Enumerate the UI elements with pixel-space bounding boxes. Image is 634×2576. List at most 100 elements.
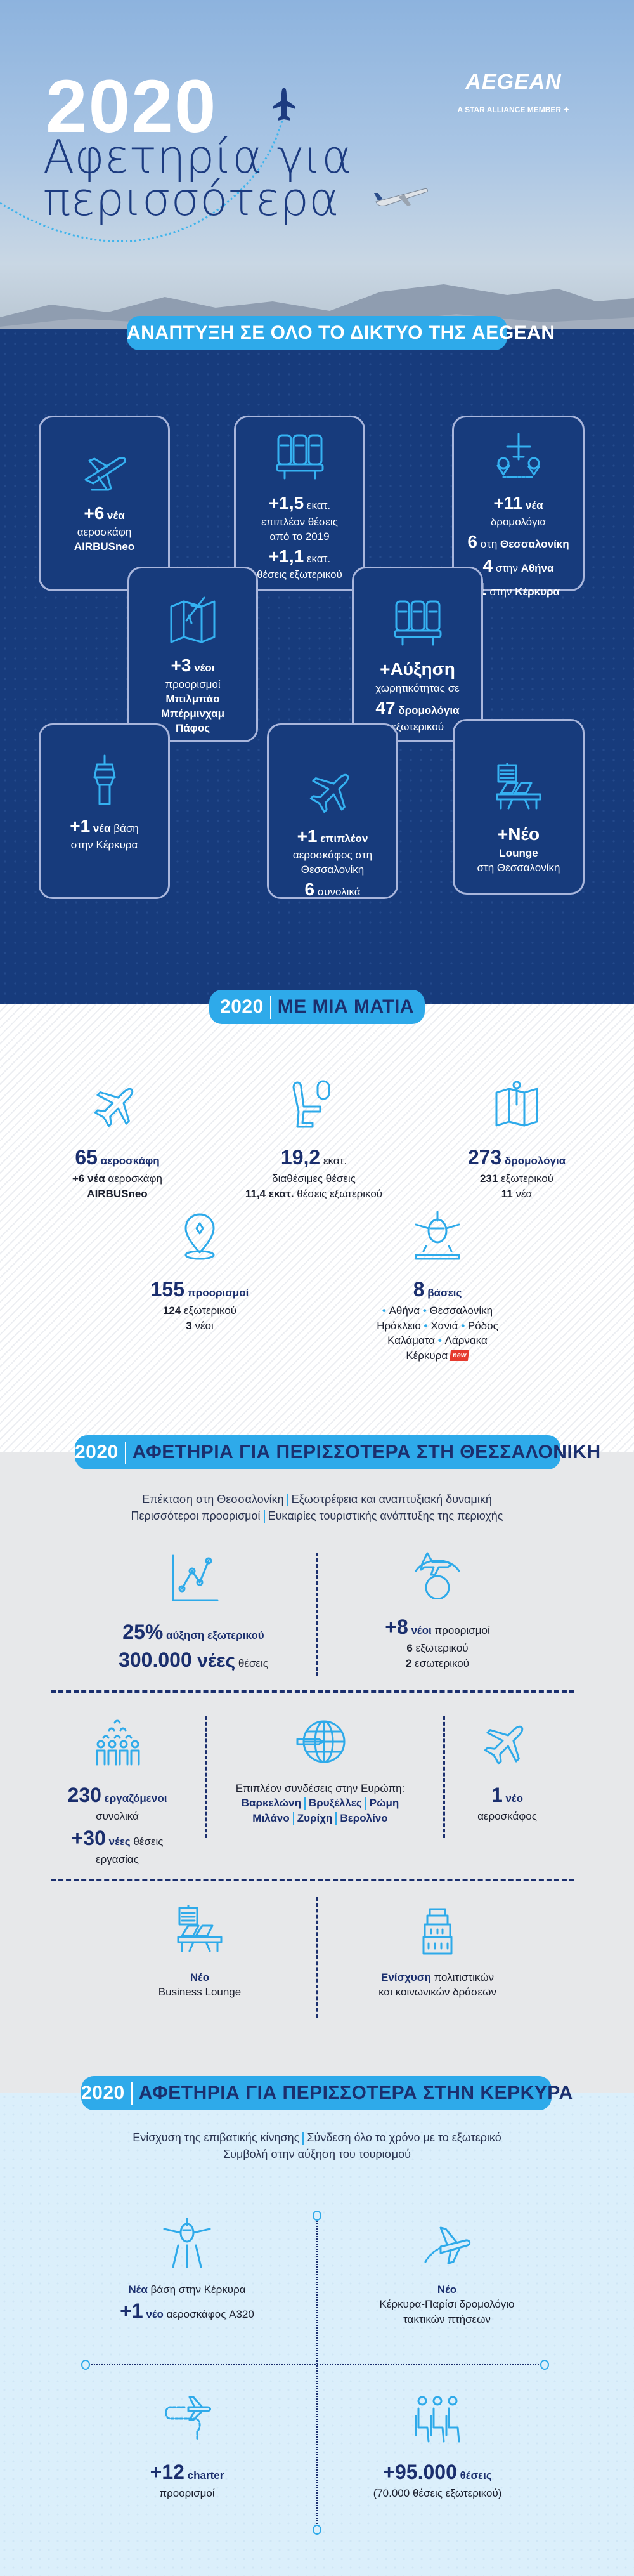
text-line: εργασίας <box>16 1852 219 1867</box>
text-segment: νέα <box>522 499 543 511</box>
text-segment: Πάφος <box>175 721 210 734</box>
text-line: 8 βάσεις <box>336 1275 539 1303</box>
dotted-flight-path <box>0 121 283 242</box>
text-segment: και κοινωνικών δράσεων <box>378 1986 496 1999</box>
seats-row-icon <box>276 434 323 480</box>
text-line: Business Lounge <box>98 1985 301 1999</box>
seats-row-icon <box>394 600 441 646</box>
text-segment: • <box>424 1319 431 1332</box>
text-line: Μπιλμπάο <box>129 692 256 707</box>
text-line: +12 charter <box>86 2458 288 2486</box>
text-line: Κέρκυρα new <box>336 1348 539 1363</box>
text-line: διαθέσιμες θέσεις <box>212 1171 415 1186</box>
text-segment: +11 <box>493 493 523 513</box>
text-segment: Χανιά <box>430 1319 462 1332</box>
text-line: AIRBUSneo <box>41 540 168 555</box>
stat-item: 19,2 εκατ. διαθέσιμες θέσεις 11,4 εκατ. θέ… <box>212 1079 415 1201</box>
text-line: Θεσσαλονίκη <box>269 863 396 877</box>
text-segment: εργασίας <box>96 1853 139 1865</box>
text-segment: 124 <box>162 1304 181 1317</box>
text-segment: Ρώμη <box>369 1797 399 1810</box>
text-line: 6 στη Θεσσαλονίκη <box>454 530 583 554</box>
divider-horizontal <box>89 2364 544 2365</box>
text-line: 3 νέοι <box>98 1318 301 1333</box>
text-segment: 25% <box>122 1620 164 1643</box>
text-line: +30 νέες θέσεις <box>16 1824 219 1852</box>
text-segment: Κέρκυρα <box>515 586 560 598</box>
network-stat-card: +3 νέοι προορισμοί Μπιλμπάο Μπέρμινχαμ Πάφος <box>127 567 258 742</box>
text-segment: 65 <box>75 1146 98 1169</box>
subtitle-line: Επέκταση στη Θεσσαλονίκη Εξωστρέφεια και … <box>0 1491 634 1508</box>
text-segment: στην <box>486 586 515 598</box>
text-segment: στη Θεσσαλονίκη <box>477 861 560 874</box>
separator <box>335 1812 337 1825</box>
text-line: 1 νέο <box>406 1781 609 1809</box>
text-segment: Αθήνα <box>521 562 554 574</box>
text-line: 2 εσωτερικού <box>336 1656 539 1671</box>
text-segment: Ρόδος <box>467 1319 498 1332</box>
text-line: 19,2 εκατ. <box>212 1143 415 1171</box>
text-line: θέσεις εξωτερικού <box>236 568 363 582</box>
text-segment: +95.000 <box>383 2461 457 2483</box>
text-line: +6 νέα <box>41 501 168 525</box>
text-segment: θέσεις <box>456 2469 492 2481</box>
text-line: Lounge <box>455 846 583 861</box>
text-segment: 6 <box>304 879 315 899</box>
employees-icon <box>96 1719 140 1766</box>
stat-item: 8 βάσεις • Αθήνα • Θεσσαλονίκη Ηράκλειο • … <box>336 1211 539 1363</box>
text-line: Μπέρμινχαμ <box>129 707 256 721</box>
text-segment: εξωτερικού <box>498 1173 554 1185</box>
text-line: Μιλάνο Ζυρίχη Βερολίνο <box>219 1811 422 1825</box>
divider-vertical <box>316 1553 318 1676</box>
subtitle-phrase: Εξωστρέφεια και αναπτυξιακή δυναμική <box>291 1493 492 1506</box>
text-segment: Θεσσαλονίκη <box>429 1304 493 1317</box>
text-segment: Βαρκελώνη <box>241 1797 301 1810</box>
text-segment: εκατ. <box>320 1155 347 1167</box>
text-segment: Επιπλέον συνδέσεις στην Ευρώπη: <box>235 1782 405 1794</box>
text-segment: • <box>422 1304 430 1317</box>
divider-vertical <box>443 1716 445 1838</box>
text-line: 47 δρομολόγια <box>354 696 481 720</box>
text-segment: συνολικά <box>96 1810 139 1823</box>
growth-chart-icon <box>172 1554 219 1601</box>
white-tower-icon <box>422 1908 453 1955</box>
network-stat-card: +Αύξηση χωρητικότητας σε 47 δρομολόγια εξωτ… <box>352 567 483 742</box>
separator <box>302 2132 304 2145</box>
text-segment: στην <box>493 562 521 574</box>
subtitle-phrase: Ευκαιρίες τουριστικής ανάπτυξης της περι… <box>268 1509 503 1523</box>
text-line: 231 εξωτερικού <box>415 1171 618 1186</box>
text-segment: νέες <box>191 1650 236 1672</box>
stat-item: +12 charter προορισμοί <box>86 2393 288 2501</box>
text-segment: Λάρνακα <box>444 1334 488 1347</box>
text-line: +1 νέα βάση <box>41 814 168 838</box>
network-stat-card: +Νέο Lounge στη Θεσσαλονίκη <box>453 719 585 895</box>
text-segment: Ηράκλειο <box>377 1319 424 1332</box>
text-segment: αεροσκάφος στη <box>292 848 373 861</box>
thessaloniki-subtitle: Επέκταση στη Θεσσαλονίκη Εξωστρέφεια και … <box>0 1491 634 1524</box>
text-line: Ενίσχυση πολιτιστικών <box>336 1970 539 1985</box>
text-segment: +8 <box>385 1615 408 1638</box>
text-segment: • <box>382 1304 389 1317</box>
divider-vertical <box>316 1897 318 2018</box>
map-pin-icon <box>495 1081 538 1127</box>
text-segment: 4 <box>482 555 493 575</box>
text-segment: Κέρκυρα-Παρίσι δρομολόγιο <box>379 2298 515 2311</box>
text-line: Νέο <box>98 1970 301 1985</box>
separator <box>263 1510 265 1523</box>
globe-plane-icon <box>415 1552 460 1599</box>
text-segment: Βρυξέλλες <box>309 1797 362 1810</box>
text-segment: αεροσκάφη <box>97 1155 160 1167</box>
text-line: Βαρκελώνη Βρυξέλλες Ρώμη <box>219 1796 422 1810</box>
star-alliance-icon: ✦ <box>563 105 570 114</box>
text-segment: θέσεις εξωτερικού <box>257 568 342 581</box>
network-header-text: ΑΝΑΠΤΥΞΗ ΣΕ ΟΛΟ ΤΟ ΔΙΚΤΥΟ ΤΗΣ AEGEAN <box>127 322 555 343</box>
text-segment: Business Lounge <box>158 1986 242 1999</box>
text-segment: δρομολόγια <box>490 515 547 528</box>
text-line: 11,4 εκατ. θέσεις εξωτερικού <box>212 1186 415 1201</box>
text-segment: θέσεις <box>235 1657 268 1670</box>
text-line: προορισμοί <box>129 678 256 692</box>
text-segment: Μιλάνο <box>252 1811 290 1824</box>
text-segment: Μπέρμινχαμ <box>161 707 224 720</box>
text-line: 230 εργαζόμενοι <box>16 1781 219 1809</box>
text-line: (70.000 θέσεις εξωτερικού) <box>336 2486 539 2500</box>
